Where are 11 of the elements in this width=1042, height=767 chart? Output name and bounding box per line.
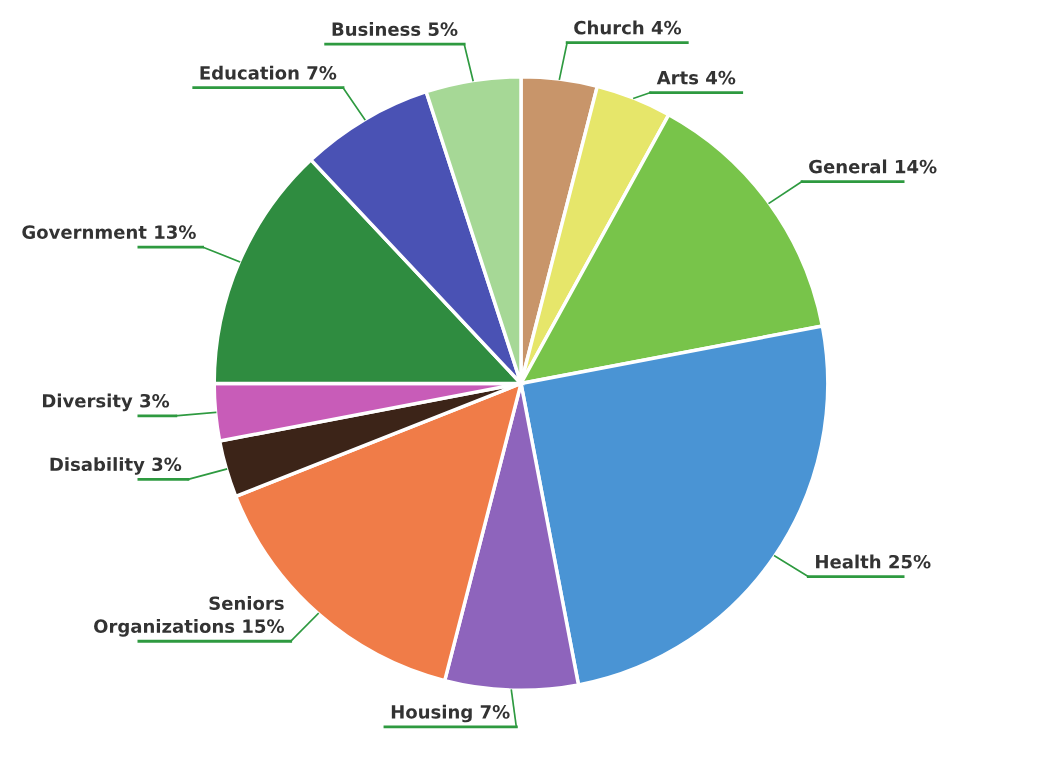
slice-label: Business 5% (332, 22, 458, 37)
slice-label: Government 13% (22, 225, 196, 239)
slice-label: Education 7% (200, 65, 337, 80)
slice-label: Housing 7% (391, 704, 510, 723)
slice-label: Health 25% (816, 554, 931, 569)
slice-label: Diversity 3% (42, 393, 170, 412)
slice-label: Church 4% (574, 20, 682, 35)
slice-label: Arts 4% (656, 70, 736, 85)
slice-label: Disability 3% (50, 457, 182, 475)
slice-label: General 14% (809, 159, 937, 174)
slice-label: Seniors Organizations 15% (94, 596, 284, 637)
